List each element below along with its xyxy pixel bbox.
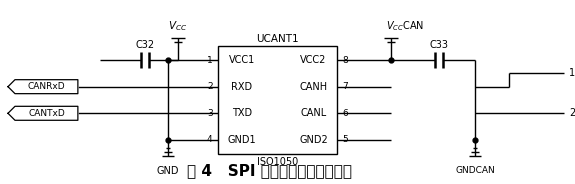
Text: 2: 2 <box>207 82 213 91</box>
Text: 2: 2 <box>569 108 575 118</box>
Text: GND1: GND1 <box>227 135 256 145</box>
Text: GND: GND <box>156 166 179 176</box>
Text: 图 4   SPI 数字隔离器电路原理图: 图 4 SPI 数字隔离器电路原理图 <box>187 163 352 178</box>
Text: CANL: CANL <box>300 108 327 118</box>
Text: $V_{CC}$: $V_{CC}$ <box>168 19 187 33</box>
Text: 8: 8 <box>343 56 348 65</box>
Text: VCC1: VCC1 <box>228 55 255 65</box>
Text: VCC2: VCC2 <box>300 55 327 65</box>
Bar <box>217 46 338 154</box>
Text: 4: 4 <box>207 135 213 144</box>
Text: CANRxD: CANRxD <box>28 82 65 91</box>
Text: 6: 6 <box>343 109 348 118</box>
Text: 1: 1 <box>207 56 213 65</box>
Text: 5: 5 <box>343 135 348 144</box>
Text: 7: 7 <box>343 82 348 91</box>
Text: CANH: CANH <box>300 82 328 92</box>
Text: 3: 3 <box>207 109 213 118</box>
Text: CANTxD: CANTxD <box>28 109 65 118</box>
Text: RXD: RXD <box>231 82 252 92</box>
Text: $V_{CC}$CAN: $V_{CC}$CAN <box>386 19 424 33</box>
Text: GNDCAN: GNDCAN <box>455 166 495 175</box>
Polygon shape <box>8 80 78 94</box>
Text: GND2: GND2 <box>299 135 328 145</box>
Text: C32: C32 <box>135 40 154 50</box>
Text: C33: C33 <box>430 40 448 50</box>
Text: 1: 1 <box>569 68 575 78</box>
Text: TXD: TXD <box>232 108 252 118</box>
Polygon shape <box>8 106 78 120</box>
Text: ISO1050: ISO1050 <box>257 157 298 167</box>
Text: UCANT1: UCANT1 <box>256 34 299 44</box>
